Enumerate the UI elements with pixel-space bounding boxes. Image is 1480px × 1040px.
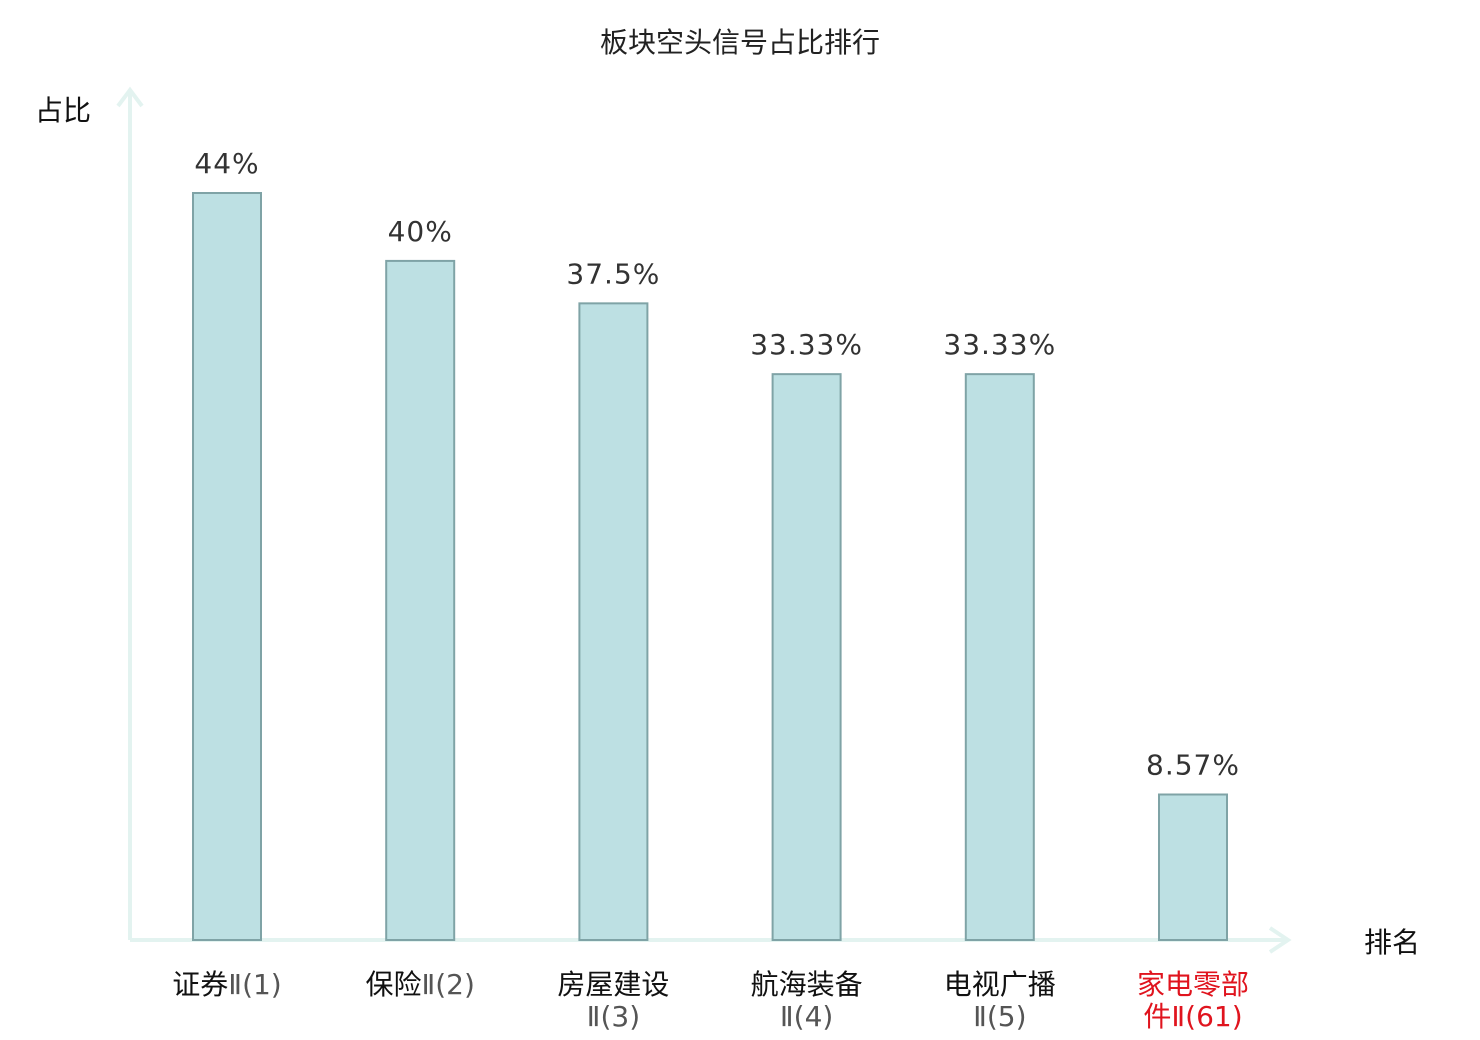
category-rank-3: Ⅱ(3) — [587, 1000, 640, 1033]
bars-group — [192, 192, 1228, 941]
bar-1 — [192, 192, 262, 941]
category-suffix-2: Ⅱ(2) — [421, 968, 474, 1001]
category-rank-5: Ⅱ(5) — [973, 1000, 1026, 1033]
category-name-6: 家电零部 — [1137, 968, 1249, 1001]
category-rank-6: Ⅱ(61) — [1171, 1000, 1242, 1033]
category-rank-4: Ⅱ(4) — [780, 1000, 833, 1033]
category-name-4: 航海装备 — [751, 968, 863, 1001]
chart-title: 板块空头信号占比排行 — [600, 26, 880, 59]
value-label-5: 33.33% — [943, 328, 1056, 361]
y-axis-label: 占比 — [35, 94, 91, 127]
bar-6 — [1158, 793, 1228, 941]
value-label-2: 40% — [388, 215, 453, 248]
value-label-6: 8.57% — [1146, 749, 1240, 782]
category-name-cont-6: 件 — [1143, 1000, 1171, 1033]
x-axis — [130, 926, 1292, 954]
category-suffix-6: 件Ⅱ(61) — [1143, 1000, 1242, 1033]
bar-4 — [771, 373, 842, 941]
category-name-3: 房屋建设 — [557, 968, 669, 1001]
category-name-5: 电视广播 — [944, 968, 1056, 1001]
category-suffix-5: Ⅱ(5) — [973, 1000, 1026, 1033]
bar-3 — [578, 302, 649, 941]
category-label-2: 保险Ⅱ(2) — [365, 968, 474, 1001]
value-label-1: 44% — [194, 147, 259, 180]
value-labels-group: 44% 40% 37.5% 33.33% 33.33% 8.57% — [194, 147, 1240, 782]
bar-5 — [964, 373, 1035, 941]
category-label-1: 证券Ⅱ(1) — [172, 968, 281, 1001]
category-suffix-3: Ⅱ(3) — [587, 1000, 640, 1033]
category-suffix-1: Ⅱ(1) — [228, 968, 281, 1001]
category-name-1: 证券 — [172, 968, 228, 1001]
value-label-4: 33.33% — [750, 328, 863, 361]
y-axis — [116, 86, 144, 940]
x-axis-label: 排名 — [1364, 926, 1420, 959]
category-name-2: 保险 — [365, 968, 421, 1001]
bar-2 — [385, 259, 456, 941]
category-suffix-4: Ⅱ(4) — [780, 1000, 833, 1033]
value-label-3: 37.5% — [566, 257, 660, 290]
